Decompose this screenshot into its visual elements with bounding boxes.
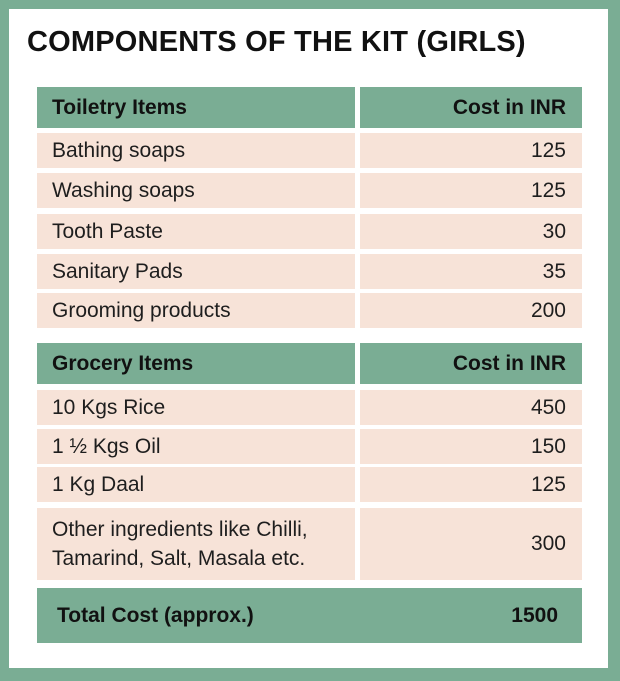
table-row-item-line: Other ingredients like Chilli,	[52, 518, 308, 541]
table-row-cost: 150	[360, 429, 582, 464]
table-row-item: Sanitary Pads	[37, 254, 355, 289]
table-row-cost: 125	[360, 173, 582, 208]
table-row-cost: 450	[360, 390, 582, 425]
table-row-cost: 30	[360, 214, 582, 249]
table-row-item: Washing soaps	[37, 173, 355, 208]
table-row-cost: 35	[360, 254, 582, 289]
grocery-header-cost: Cost in INR	[360, 343, 582, 384]
table-row-item: 10 Kgs Rice	[37, 390, 355, 425]
table-row-item-line: Tamarind, Salt, Masala etc.	[52, 547, 306, 570]
toiletry-header-item: Toiletry Items	[37, 87, 355, 128]
page-title: COMPONENTS OF THE KIT (GIRLS)	[27, 26, 526, 58]
table-row-cost: 125	[360, 133, 582, 168]
table-row-item: Tooth Paste	[37, 214, 355, 249]
table-row-cost: 125	[360, 467, 582, 502]
table-row-item: 1 Kg Daal	[37, 467, 355, 502]
toiletry-header-cost: Cost in INR	[360, 87, 582, 128]
table-row-cost: 200	[360, 293, 582, 328]
table-row-item: Bathing soaps	[37, 133, 355, 168]
table-row-item: Grooming products	[37, 293, 355, 328]
total-label: Total Cost (approx.)	[37, 588, 582, 643]
grocery-header-item: Grocery Items	[37, 343, 355, 384]
table-row-item: 1 ½ Kgs Oil	[37, 429, 355, 464]
table-row-item: Other ingredients like Chilli, Tamarind,…	[37, 508, 355, 580]
table-row-cost: 300	[360, 508, 582, 580]
total-value: 1500	[511, 603, 558, 627]
